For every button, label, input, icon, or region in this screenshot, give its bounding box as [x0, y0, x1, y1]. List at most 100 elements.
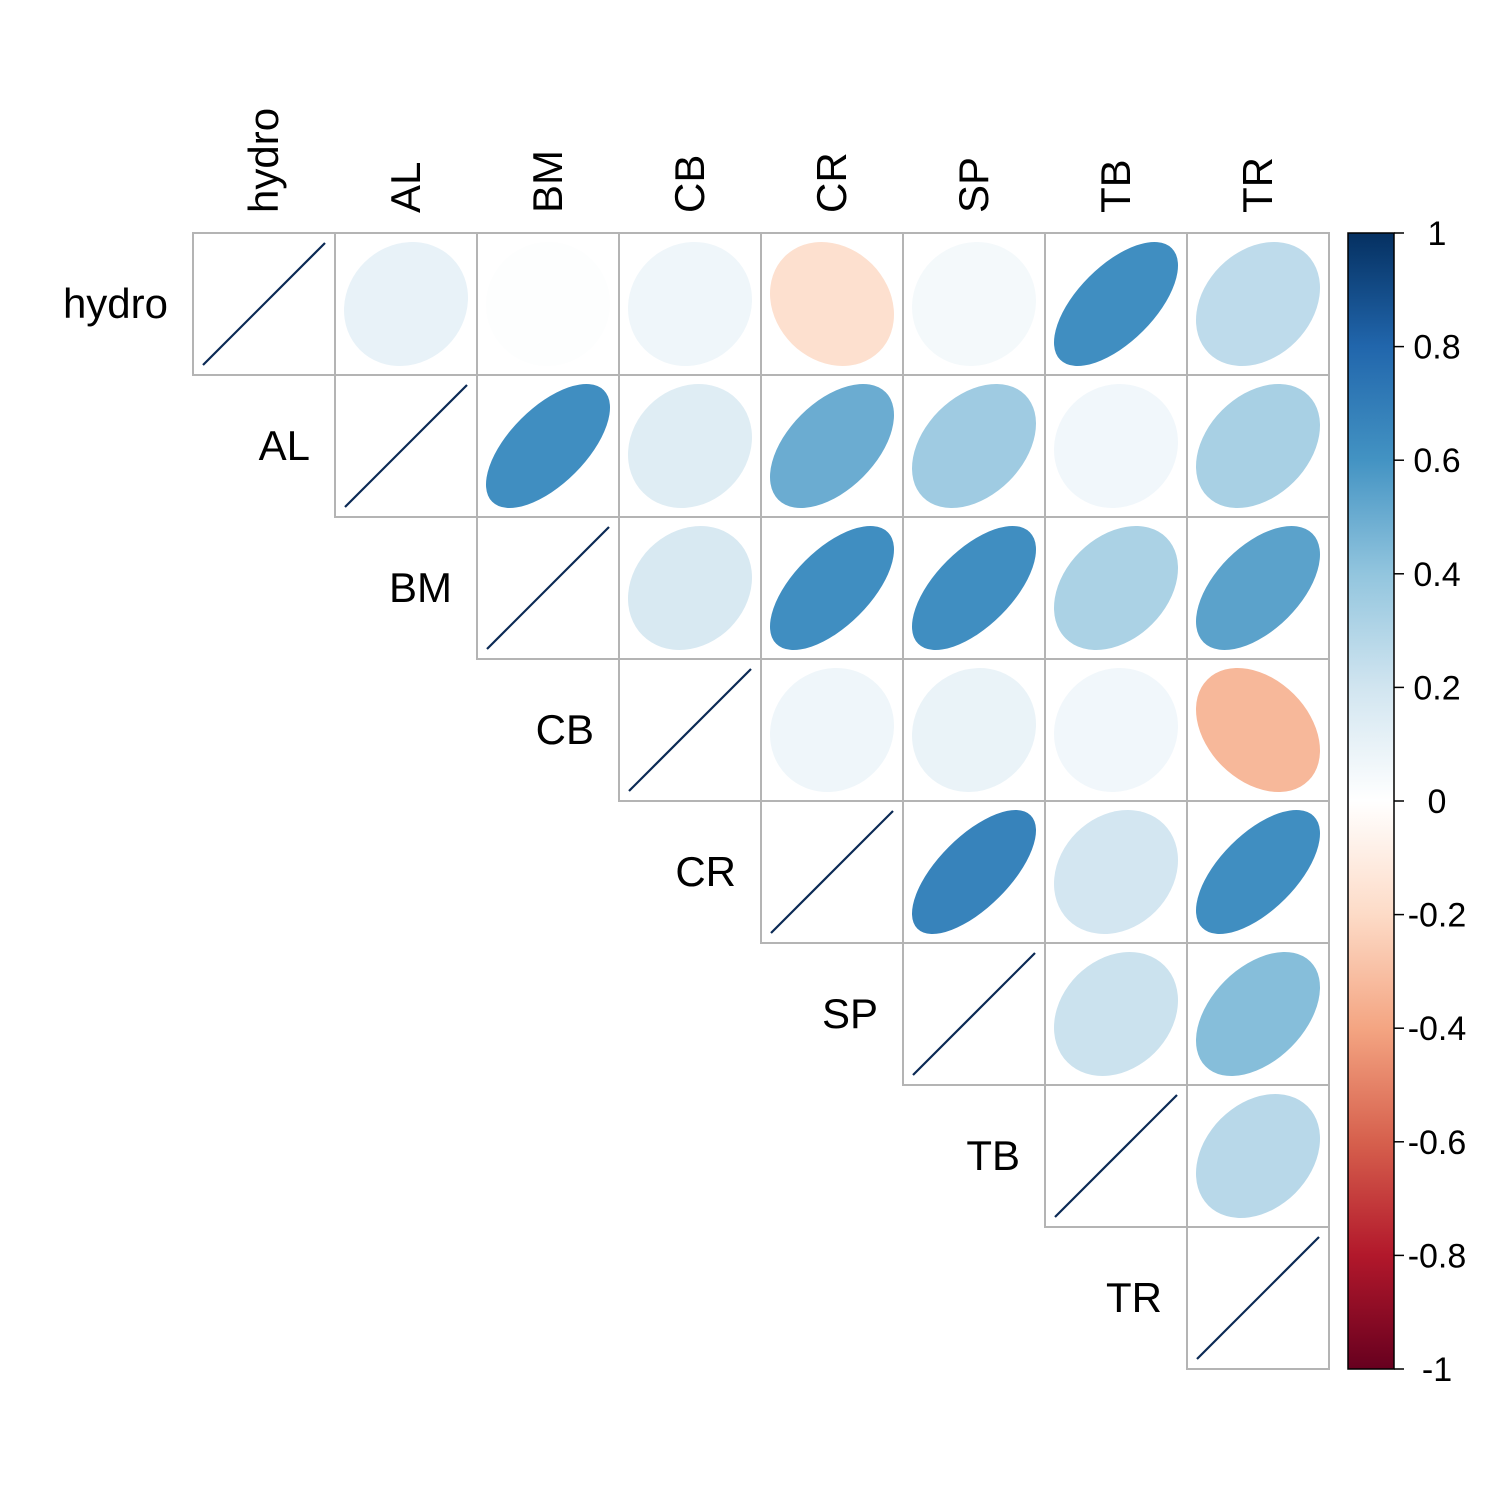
cell-TR-TR [1186, 1226, 1330, 1370]
colorbar-tick-label: 0 [1428, 783, 1447, 821]
col-label-TB: TB [1092, 159, 1139, 213]
cell-BM-TR [1186, 516, 1330, 660]
ellipse-hydro-TB [1054, 241, 1179, 366]
ellipse-CR-SP [912, 809, 1037, 935]
colorbar-tick-label: 0.2 [1413, 669, 1460, 707]
colorbar-tick-label: 0.6 [1413, 442, 1460, 480]
col-label-CB: CB [666, 155, 713, 213]
cells-layer [192, 232, 1330, 1370]
cell-TB-TB [1044, 1084, 1188, 1228]
cell-CR-TB [1044, 800, 1188, 944]
cell-hydro-CR [760, 232, 904, 376]
ellipse-AL-TB [1054, 383, 1179, 508]
ellipse-hydro-SP [912, 241, 1037, 366]
ellipse-hydro-AL [343, 242, 468, 367]
ellipse-hydro-CR [770, 242, 895, 367]
ellipse-SP-TB [1054, 951, 1179, 1076]
ellipse-AL-CB [628, 383, 753, 508]
col-label-TR: TR [1234, 157, 1281, 213]
cell-CB-CR [760, 658, 904, 802]
cell-BM-TB [1044, 516, 1188, 660]
col-label-hydro: hydro [240, 108, 287, 213]
cell-CR-CR [760, 800, 904, 944]
row-label-hydro: hydro [63, 280, 168, 327]
colorbar-tick-label: -0.8 [1408, 1237, 1467, 1275]
cell-CB-TB [1044, 658, 1188, 802]
col-label-SP: SP [950, 157, 997, 213]
cell-BM-SP [902, 516, 1046, 660]
cell-SP-TR [1186, 942, 1330, 1086]
cell-CR-TR [1186, 800, 1330, 944]
colorbar-tick-label: -0.4 [1408, 1010, 1467, 1048]
cell-BM-BM [476, 516, 620, 660]
col-label-AL: AL [382, 162, 429, 213]
diagonal-line-hydro [202, 242, 326, 366]
cell-BM-CR [760, 516, 904, 660]
cell-AL-CR [760, 374, 904, 518]
row-label-TB: TB [966, 1132, 1020, 1179]
diagonal-line-CR [770, 810, 894, 934]
cell-SP-SP [902, 942, 1046, 1086]
ellipse-BM-CB [628, 525, 753, 650]
cell-BM-CB [618, 516, 762, 660]
cell-hydro-BM [476, 232, 620, 376]
colorbar-tick-label: -1 [1422, 1351, 1452, 1389]
cell-CB-CB [618, 658, 762, 802]
ellipse-AL-SP [911, 384, 1036, 509]
cell-hydro-SP [902, 232, 1046, 376]
ellipse-CB-SP [911, 668, 1036, 793]
diagonal-line-BM [486, 526, 610, 650]
col-label-BM: BM [524, 150, 571, 213]
col-label-CR: CR [808, 152, 855, 213]
diagonal-line-AL [344, 384, 468, 508]
cell-border [1186, 1226, 1330, 1370]
cell-hydro-AL [334, 232, 478, 376]
row-label-CR: CR [675, 848, 736, 895]
diagonal-line-TR [1196, 1236, 1320, 1360]
row-label-TR: TR [1106, 1274, 1162, 1321]
ellipse-hydro-CB [627, 241, 753, 367]
row-labels: hydro AL BM CB CR SP TB TR [63, 280, 1162, 1321]
cell-hydro-TB [1044, 232, 1188, 376]
ellipse-hydro-TR [1195, 242, 1320, 367]
cell-SP-TB [1044, 942, 1188, 1086]
colorbar-tick-label: 0.4 [1413, 556, 1460, 594]
cell-AL-AL [334, 374, 478, 518]
cell-AL-TR [1186, 374, 1330, 518]
colorbar-tick-label: -0.6 [1408, 1124, 1467, 1162]
ellipse-CB-CR [769, 667, 894, 792]
cell-TB-TR [1186, 1084, 1330, 1228]
ellipse-SP-TR [1195, 952, 1321, 1077]
cell-CB-SP [902, 658, 1046, 802]
colorbar-tick-label: 1 [1428, 215, 1447, 253]
ellipse-BM-TB [1054, 525, 1179, 650]
cell-AL-BM [476, 374, 620, 518]
diagonal-line-CB [628, 668, 752, 792]
ellipse-BM-TR [1196, 525, 1321, 650]
colorbar: 1 0.8 0.6 0.4 0.2 0 -0.2 -0.4 -0.6 -0.8 -1 [1347, 215, 1467, 1389]
cell-hydro-hydro [192, 232, 336, 376]
cell-hydro-CB [618, 232, 762, 376]
cell-AL-TB [1044, 374, 1188, 518]
colorbar-tick-label: -0.2 [1408, 897, 1467, 935]
ellipse-BM-CR [770, 525, 895, 650]
ellipse-CB-TB [1054, 667, 1179, 793]
ellipse-CB-TR [1196, 668, 1321, 793]
ellipse-hydro-BM [485, 242, 610, 367]
ellipse-AL-CR [769, 384, 894, 509]
cell-hydro-TR [1186, 232, 1330, 376]
ellipse-CR-TB [1053, 810, 1178, 935]
column-labels: hydro AL BM CB CR SP TB TR [240, 108, 1281, 213]
ellipse-BM-SP [912, 525, 1037, 650]
row-label-SP: SP [822, 990, 878, 1037]
cell-AL-CB [618, 374, 762, 518]
row-label-BM: BM [389, 564, 452, 611]
colorbar-tick-label: 0.8 [1413, 329, 1460, 367]
cell-CB-TR [1186, 658, 1330, 802]
diagonal-line-SP [912, 952, 1036, 1076]
row-label-AL: AL [259, 422, 310, 469]
colorbar-gradient [1347, 232, 1395, 1370]
cell-AL-SP [902, 374, 1046, 518]
row-label-CB: CB [536, 706, 594, 753]
